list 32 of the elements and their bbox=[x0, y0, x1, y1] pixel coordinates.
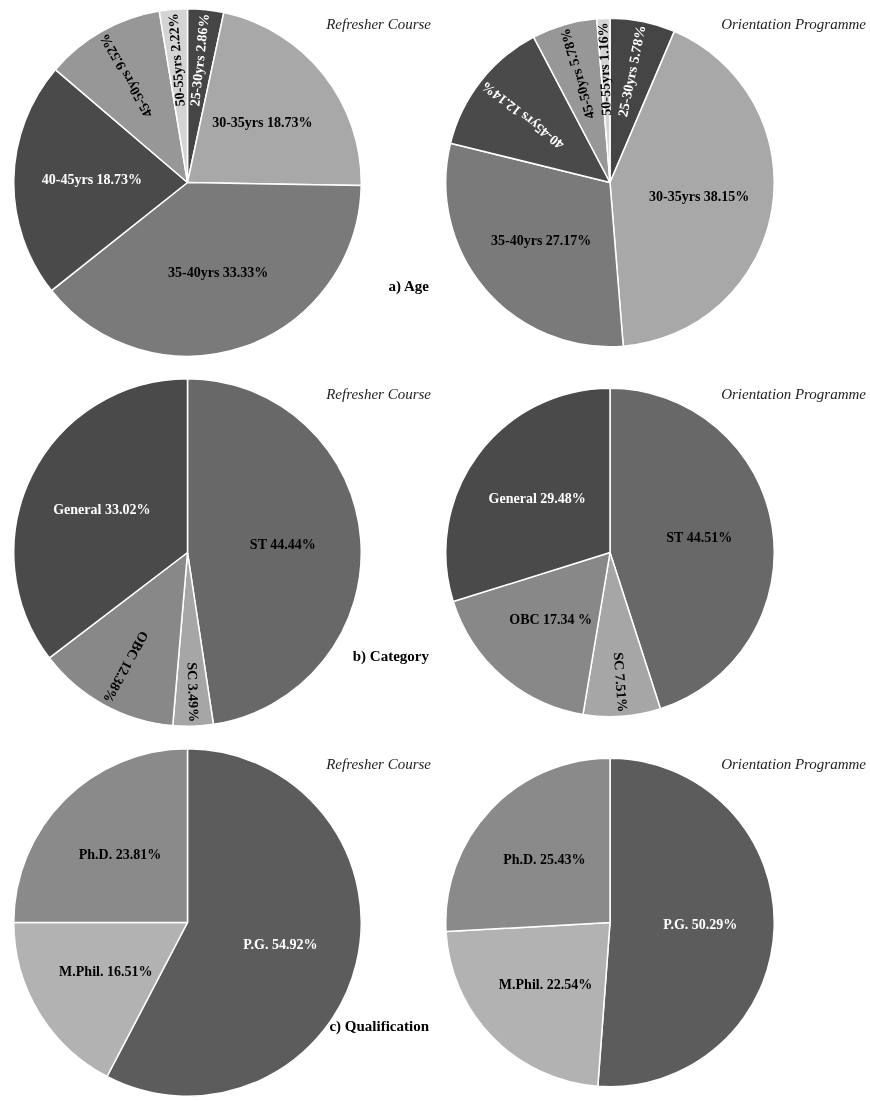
slice-label: P.G. 50.29% bbox=[663, 917, 738, 933]
slice-label: 50-55yrs 1.16% bbox=[595, 22, 614, 116]
chart-title: Orientation Programme bbox=[721, 16, 867, 33]
slice-label: 25-30yrs 5.78% bbox=[615, 23, 649, 119]
text: Refresher Course bbox=[325, 386, 432, 403]
slice-label: ST 44.44% bbox=[249, 536, 316, 552]
slice-label: 30-35yrs 38.15% bbox=[649, 188, 750, 204]
slice-label: General 33.02% bbox=[53, 501, 151, 517]
chart-title: Orientation Programme bbox=[721, 386, 867, 403]
text: c) Qualification bbox=[329, 1018, 429, 1035]
slice-label: 30-35yrs 18.73% bbox=[212, 114, 313, 130]
text: b) Category bbox=[352, 648, 429, 665]
slice-label: General 29.48% bbox=[488, 490, 586, 506]
slice-label: M.Phil. 22.54% bbox=[498, 977, 593, 993]
slice-label: Ph.D. 25.43% bbox=[503, 852, 586, 868]
slice-label: 35-40yrs 33.33% bbox=[168, 264, 269, 280]
chart-title: Orientation Programme bbox=[721, 756, 867, 773]
slice-label: SC 3.49% bbox=[184, 662, 202, 723]
text: Refresher Course bbox=[325, 756, 432, 773]
slice-label: Ph.D. 23.81% bbox=[78, 846, 162, 862]
slice-label: 25-30yrs 2.86% bbox=[187, 12, 212, 108]
slice-label: 45-50yrs 5.78% bbox=[557, 26, 598, 121]
slice-label: 35-40yrs 27.17% bbox=[491, 232, 592, 248]
text: Refresher Course bbox=[325, 16, 432, 33]
slice-label: ST 44.51% bbox=[666, 530, 733, 546]
slice-label: SC 7.51% bbox=[610, 651, 631, 713]
slice-label: OBC 17.34 % bbox=[509, 612, 593, 628]
slice-label: P.G. 54.92% bbox=[243, 936, 318, 952]
slice-label: 50-55yrs 2.22% bbox=[165, 12, 188, 107]
slice-label: M.Phil. 16.51% bbox=[59, 963, 153, 979]
text: a) Age bbox=[388, 278, 429, 295]
slice-label: 40-45yrs 18.73% bbox=[41, 172, 143, 188]
